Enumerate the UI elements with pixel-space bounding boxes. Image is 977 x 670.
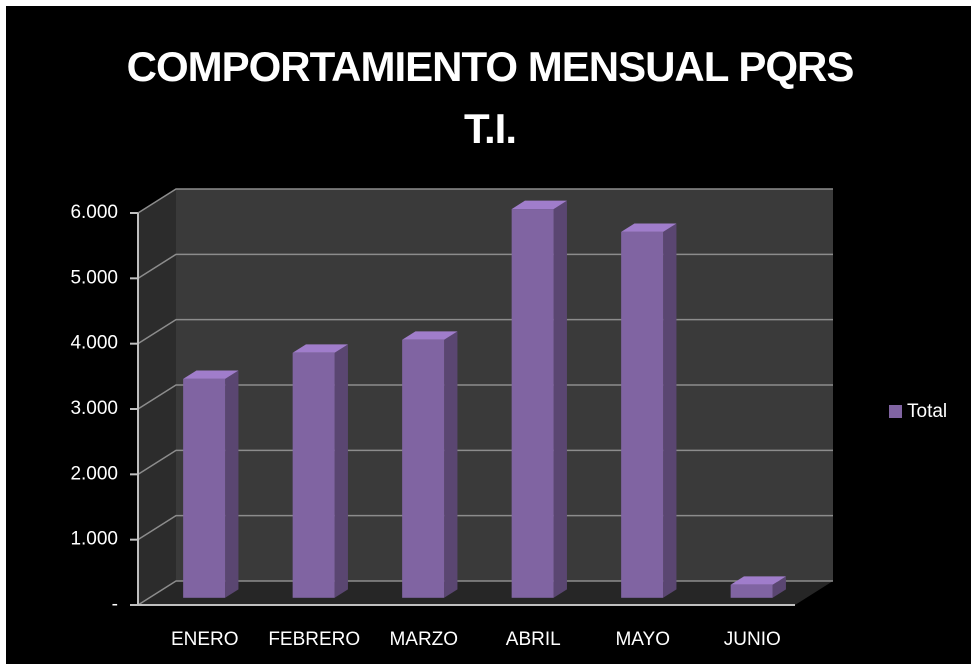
bar-top — [730, 576, 786, 585]
y-tick-label: 1.000 — [70, 529, 118, 550]
grid-line — [137, 318, 833, 345]
y-tick-label: 3.000 — [70, 398, 118, 419]
chart-title: COMPORTAMIENTO MENSUAL PQRS T.I. — [126, 43, 855, 152]
bar-side — [334, 344, 348, 598]
y-tick-label: 6.000 — [70, 202, 118, 223]
grid-line — [137, 449, 833, 475]
bar — [402, 339, 445, 598]
bar-top — [292, 344, 348, 353]
bar-side — [444, 331, 458, 598]
bar-side — [553, 200, 567, 598]
bar-top — [511, 200, 567, 210]
x-tick-label: MAYO — [615, 629, 670, 650]
bar-side — [663, 223, 677, 598]
y-tick-label: 2.000 — [70, 463, 118, 484]
floor — [138, 581, 833, 605]
grid-line — [137, 253, 833, 279]
bar-top — [402, 331, 458, 340]
bar — [730, 584, 773, 598]
x-tick-label: JUNIO — [724, 629, 781, 650]
x-tick-label: MARZO — [389, 629, 458, 650]
grid-line — [137, 514, 833, 541]
bar-side — [225, 370, 239, 598]
x-tick-label: ENERO — [171, 629, 239, 650]
grid-line — [137, 384, 833, 410]
x-tick-label: ABRIL — [506, 629, 561, 650]
bar-side — [772, 576, 786, 598]
bar — [183, 378, 226, 598]
bar-top — [183, 370, 239, 379]
bar-top — [621, 223, 677, 232]
y-tick-label: 5.000 — [70, 267, 118, 288]
grid-line — [137, 188, 833, 214]
x-tick-label: FEBRERO — [268, 629, 360, 650]
bar — [511, 209, 554, 598]
legend-marker — [889, 405, 902, 418]
grid-line — [137, 580, 833, 606]
bar — [621, 231, 664, 598]
bar — [292, 352, 335, 598]
y-tick-label: 4.000 — [70, 333, 118, 354]
legend-label: Total — [907, 401, 947, 422]
y-tick-label: - — [112, 594, 118, 615]
